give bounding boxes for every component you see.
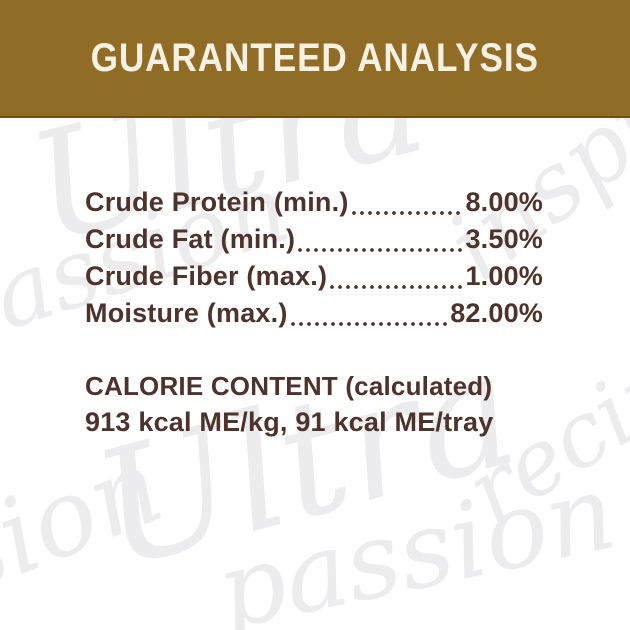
header-band: GUARANTEED ANALYSIS bbox=[0, 0, 630, 118]
watermark-word: passion bbox=[206, 450, 626, 630]
calorie-heading: CALORIE CONTENT (calculated) bbox=[85, 368, 565, 404]
dot-leader bbox=[328, 258, 465, 295]
analysis-row-value: 1.00% bbox=[465, 261, 543, 291]
analysis-row-label: Crude Fat (min.) bbox=[85, 224, 296, 254]
analysis-row-value: 3.50% bbox=[465, 224, 543, 254]
analysis-row: Crude Fat (min.) 3.50% bbox=[85, 221, 543, 258]
analysis-row-label: Crude Fiber (max.) bbox=[85, 261, 328, 291]
analysis-row-value: 8.00% bbox=[465, 187, 543, 217]
analysis-table: Crude Protein (min.) 8.00% Crude Fat (mi… bbox=[85, 184, 543, 332]
calorie-title-note: (calculated) bbox=[345, 371, 493, 401]
watermark-word: sion bbox=[0, 424, 179, 620]
analysis-row-label: Moisture (max.) bbox=[85, 298, 288, 328]
section-title: GUARANTEED ANALYSIS bbox=[90, 35, 540, 80]
analysis-row: Crude Fiber (max.) 1.00% bbox=[85, 258, 543, 295]
dot-leader bbox=[349, 184, 465, 221]
calorie-values: 913 kcal ME/kg, 91 kcal ME/tray bbox=[85, 407, 494, 437]
calorie-section: CALORIE CONTENT (calculated) 913 kcal ME… bbox=[85, 368, 565, 440]
label-content: Crude Protein (min.) 8.00% Crude Fat (mi… bbox=[0, 184, 630, 440]
calorie-title: CALORIE CONTENT bbox=[85, 371, 338, 401]
dot-leader bbox=[296, 221, 465, 258]
analysis-row-value: 82.00% bbox=[450, 298, 543, 328]
analysis-row-label: Crude Protein (min.) bbox=[85, 187, 349, 217]
analysis-row: Moisture (max.) 82.00% bbox=[85, 295, 543, 332]
dot-leader bbox=[288, 295, 450, 332]
analysis-row: Crude Protein (min.) 8.00% bbox=[85, 184, 543, 221]
